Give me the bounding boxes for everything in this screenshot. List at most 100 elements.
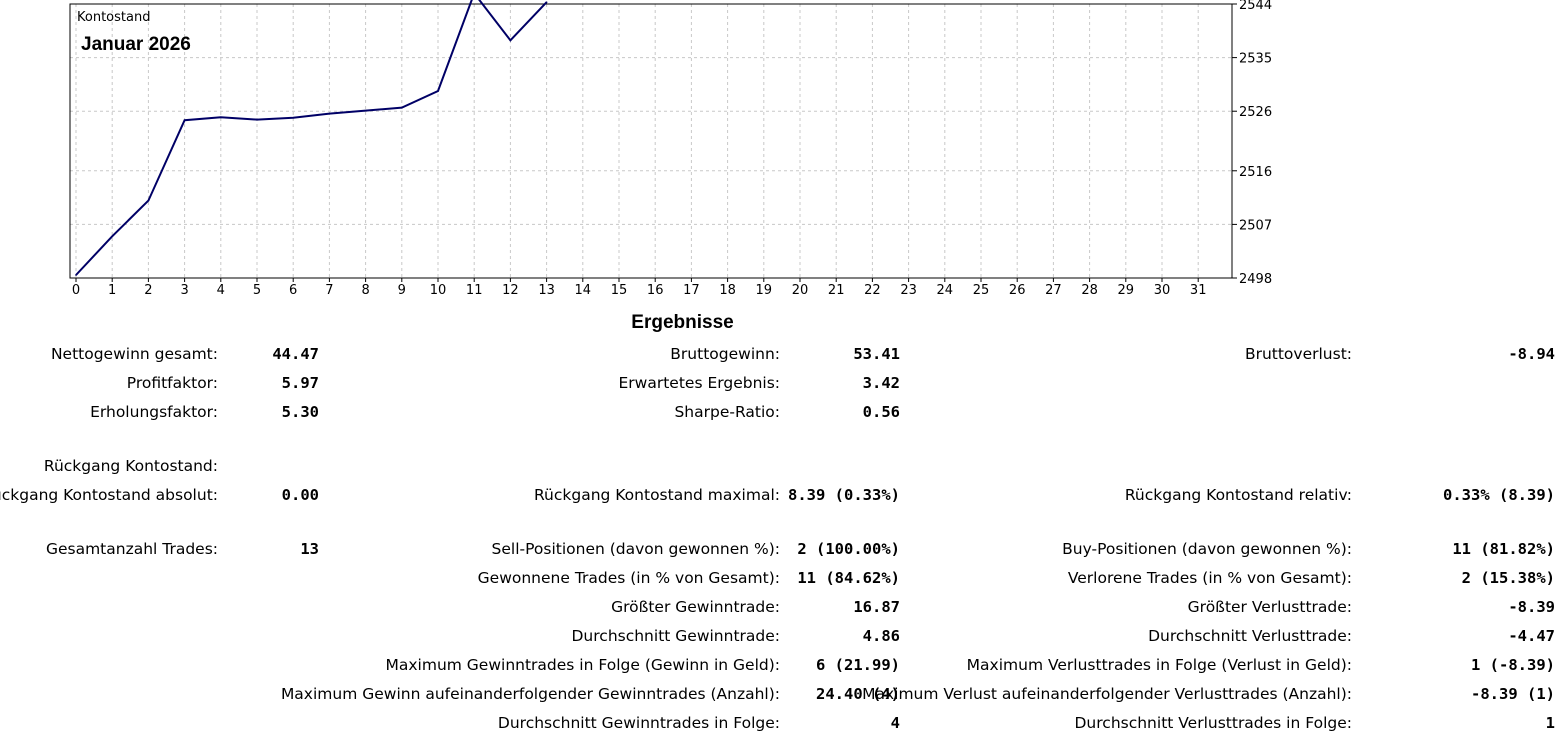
equity-point — [292, 116, 295, 119]
brutto-gewinn-value: 53.41 — [853, 345, 900, 363]
y-tick-label: 2544 — [1239, 0, 1272, 13]
erwartet-label: Erwartetes Ergebnis: — [618, 374, 780, 392]
x-tick-label: 26 — [1009, 283, 1026, 298]
equity-point — [111, 235, 113, 238]
buy-label: Buy-Positionen (davon gewonnen %): — [1062, 540, 1352, 558]
won-value: 11 (84.62%) — [797, 569, 900, 587]
won-label: Gewonnene Trades (in % von Gesamt): — [477, 569, 780, 587]
lost-label: Verlorene Trades (in % von Gesamt): — [1067, 569, 1352, 587]
x-tick-label: 29 — [1118, 283, 1135, 298]
cons-win-amt-value: 24.40 (4) — [816, 685, 900, 703]
equity-point — [256, 118, 258, 121]
x-tick-label: 22 — [864, 283, 881, 298]
equity-point — [220, 116, 222, 118]
x-tick-label: 1 — [108, 283, 116, 298]
equity-point — [328, 112, 331, 115]
buy-value: 11 (81.82%) — [1452, 540, 1555, 558]
equity-point — [147, 199, 150, 202]
sell-label: Sell-Positionen (davon gewonnen %): — [491, 540, 780, 558]
x-tick-label: 10 — [430, 283, 447, 298]
x-tick-label: 9 — [398, 283, 406, 298]
x-tick-label: 14 — [575, 283, 592, 298]
x-tick-label: 13 — [538, 283, 555, 298]
netto-label: Nettogewinn gesamt: — [50, 345, 218, 363]
max-win-value: 16.87 — [853, 598, 900, 616]
x-tick-label: 7 — [325, 283, 333, 298]
rueck-rel-value: 0.33% (8.39) — [1443, 486, 1555, 504]
avg-cons-loss-value: 1 — [1545, 714, 1555, 732]
plot-area-border — [69, 3, 1233, 279]
x-tick-label: 31 — [1190, 283, 1207, 298]
cons-loss-amt-value: -8.39 (1) — [1471, 685, 1555, 703]
erwartet-value: 3.42 — [862, 374, 900, 392]
avg-cons-loss-label: Durchschnitt Verlusttrades in Folge: — [1074, 714, 1353, 732]
netto-value: 44.47 — [272, 345, 319, 363]
equity-point — [545, 1, 548, 4]
equity-point — [437, 90, 439, 92]
cons-loss-amt-label: Maximum Verlust aufeinanderfolgender Ver… — [862, 685, 1352, 703]
x-tick-label: 12 — [502, 283, 519, 298]
rueckgang-label: Rückgang Kontostand: — [43, 457, 218, 475]
erholung-value: 5.30 — [281, 403, 319, 421]
x-tick-label: 18 — [719, 283, 736, 298]
equity-point — [401, 106, 403, 109]
profit-value: 5.97 — [281, 374, 319, 392]
rueck-abs-label: Rückgang Kontostand absolut: — [0, 486, 218, 504]
sharpe-label: Sharpe-Ratio: — [674, 403, 780, 421]
avg-loss-label: Durchschnitt Verlusttrade: — [1148, 627, 1352, 645]
cons-loss-value: 1 (-8.39) — [1471, 656, 1555, 674]
cons-win-label: Maximum Gewinntrades in Folge (Gewinn in… — [385, 656, 781, 674]
y-tick-label: 2498 — [1239, 272, 1272, 287]
x-tick-label: 5 — [253, 283, 261, 298]
brutto-verlust-label: Bruttoverlust: — [1244, 345, 1352, 363]
trades-value: 13 — [300, 540, 319, 558]
rueck-abs-value: 0.00 — [281, 486, 319, 504]
x-axis: 0 1 2 3 4 5 6 7 8 9 10 11 12 13 14 15 16 17 18 19 20 21 22 23 24… — [72, 278, 1207, 298]
x-tick-label: 2 — [144, 283, 152, 298]
rueck-max-label: Rückgang Kontostand maximal: — [533, 486, 780, 504]
avg-win-value: 4.86 — [862, 627, 900, 645]
x-tick-label: 27 — [1045, 283, 1062, 298]
max-loss-value: -8.39 — [1508, 598, 1555, 616]
trades-label: Gesamtanzahl Trades: — [45, 540, 218, 558]
x-tick-label: 8 — [361, 283, 369, 298]
avg-loss-value: -4.47 — [1508, 627, 1555, 645]
x-tick-label: 21 — [828, 283, 845, 298]
x-tick-label: 0 — [72, 283, 80, 298]
avg-win-label: Durchschnitt Gewinntrade: — [571, 627, 781, 645]
avg-cons-win-label: Durchschnitt Gewinntrades in Folge: — [497, 714, 780, 732]
chart-subtitle: Januar 2026 — [81, 34, 191, 55]
rueck-rel-label: Rückgang Kontostand relativ: — [1124, 486, 1352, 504]
brutto-verlust-value: -8.94 — [1508, 345, 1555, 363]
y-tick-label: 2507 — [1239, 218, 1272, 233]
x-tick-label: 25 — [973, 283, 990, 298]
equity-point — [75, 274, 77, 276]
y-tick-label: 2535 — [1239, 52, 1272, 67]
y-axis: 2544 2535 2526 2516 2507 2498 — [1232, 0, 1272, 287]
chart-grid — [70, 3, 1232, 279]
max-win-label: Größter Gewinntrade: — [611, 598, 780, 616]
avg-cons-win-value: 4 — [890, 714, 900, 732]
equity-line — [75, 0, 548, 276]
x-tick-label: 17 — [683, 283, 700, 298]
y-tick-label: 2516 — [1239, 165, 1272, 180]
results-title: Ergebnisse — [631, 312, 734, 333]
rueck-max-value: 8.39 (0.33%) — [788, 486, 900, 504]
equity-point — [183, 119, 186, 121]
x-tick-label: 19 — [756, 283, 773, 298]
cons-win-amt-label: Maximum Gewinn aufeinanderfolgender Gewi… — [280, 685, 780, 703]
x-tick-label: 24 — [937, 283, 954, 298]
x-tick-label: 20 — [792, 283, 809, 298]
brutto-gewinn-label: Bruttogewinn: — [670, 345, 780, 363]
erholung-label: Erholungsfaktor: — [90, 403, 218, 421]
profit-label: Profitfaktor: — [126, 374, 218, 392]
cons-win-value: 6 (21.99) — [816, 656, 900, 674]
x-tick-label: 23 — [900, 283, 917, 298]
sharpe-value: 0.56 — [862, 403, 900, 421]
chart-title: Kontostand — [77, 10, 150, 25]
cons-loss-label: Maximum Verlusttrades in Folge (Verlust … — [966, 656, 1352, 674]
x-tick-label: 30 — [1154, 283, 1171, 298]
y-tick-label: 2526 — [1239, 105, 1272, 120]
equity-point — [364, 109, 367, 112]
